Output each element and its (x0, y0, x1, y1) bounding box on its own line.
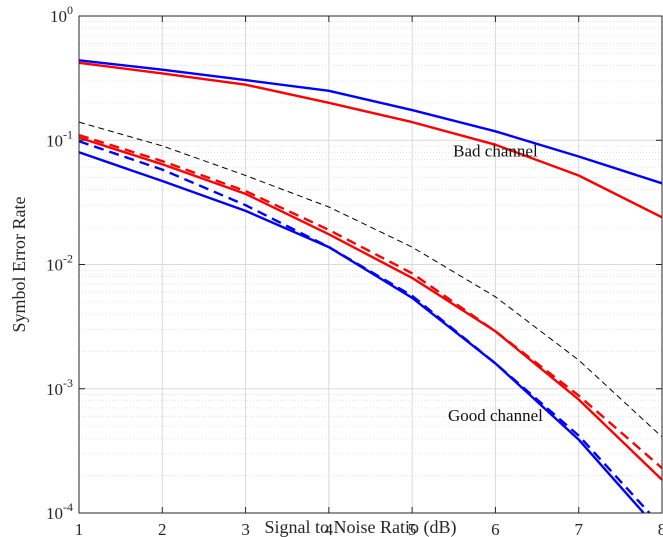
x-tick-label: 8 (658, 520, 663, 537)
y-tick-label: 10-4 (46, 500, 73, 523)
series-line-5 (78, 136, 663, 481)
series-line-3 (78, 121, 663, 438)
x-tick-label: 1 (75, 520, 84, 537)
series-layer (78, 59, 663, 514)
series-line-7 (78, 151, 645, 514)
annotation-good-channel: Good channel (448, 406, 543, 425)
y-tick-label: 10-3 (46, 376, 73, 399)
y-tick-label: 10-1 (46, 127, 73, 150)
x-tick-label: 6 (491, 520, 500, 537)
y-tick-label: 10-2 (46, 252, 73, 275)
x-tick-label: 4 (325, 520, 334, 537)
ticks (78, 15, 663, 514)
y-axis-title: Symbol Error Rate (9, 197, 29, 333)
series-line-1 (78, 59, 663, 185)
x-tick-label: 5 (408, 520, 417, 537)
series-line-4 (78, 133, 663, 470)
series-line-6 (78, 140, 651, 514)
tick-labels: 1 2 3 4 5 6 7 8 10-4 10-3 10-2 10-1 100 (46, 3, 663, 537)
x-tick-label: 3 (241, 520, 250, 537)
y-tick-label: 100 (50, 3, 73, 26)
x-tick-label: 2 (158, 520, 167, 537)
annotation-bad-channel: Bad channel (453, 141, 538, 160)
series-line-2 (78, 61, 663, 219)
x-axis-title: Signal to Noise Ratio (dB) (265, 517, 457, 537)
grid (78, 15, 663, 514)
annotations: Bad channel Good channel (448, 141, 543, 425)
x-tick-label: 7 (574, 520, 583, 537)
